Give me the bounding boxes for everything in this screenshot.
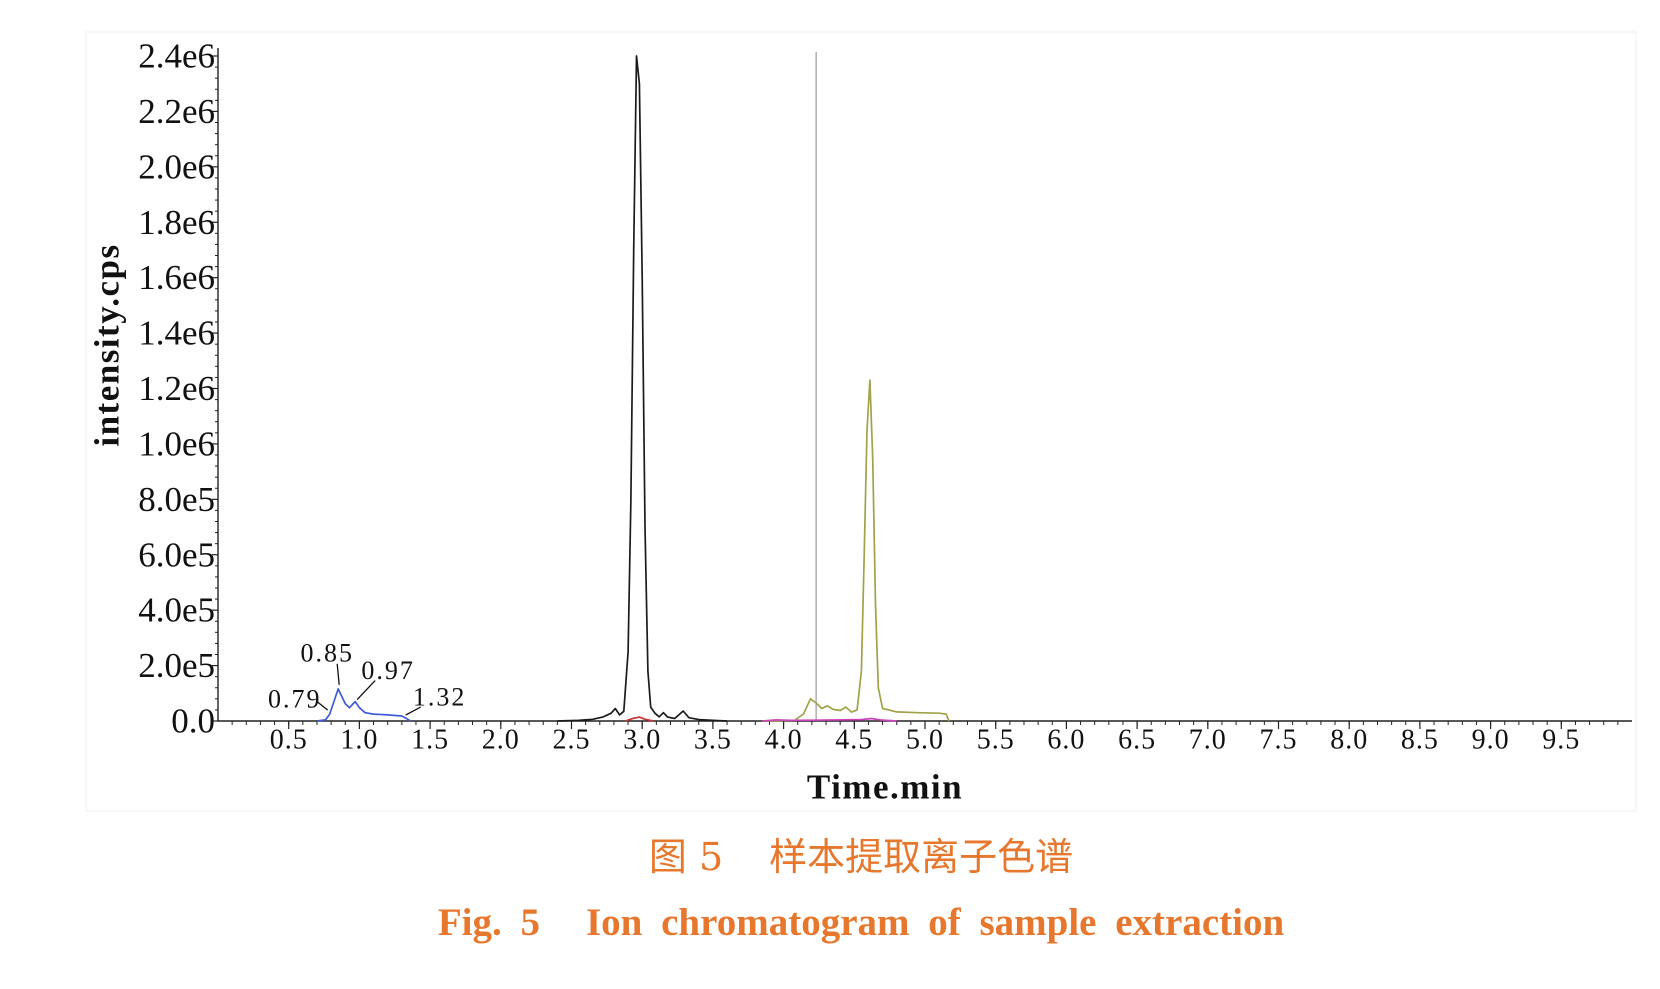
x-tick-label: 1.5 — [411, 725, 449, 756]
peak-annotation-label: 1.32 — [413, 683, 467, 712]
x-tick-label: 3.5 — [694, 725, 732, 756]
y-tick-label: 0.0 — [171, 702, 215, 741]
series-line-3 — [316, 688, 411, 722]
x-tick-label: 5.5 — [977, 725, 1015, 756]
y-tick-label: 1.0e6 — [138, 424, 215, 463]
x-tick-label: 2.0 — [482, 725, 520, 756]
y-tick-label: 2.4e6 — [138, 37, 215, 76]
caption-cn-title: 样本提取离子色谱 — [769, 835, 1074, 879]
peak-annotation-label: 0.79 — [268, 685, 322, 714]
peak-annotation-label: 0.85 — [300, 638, 354, 667]
x-tick-label: 3.0 — [623, 725, 661, 756]
x-tick-label: 7.0 — [1189, 725, 1227, 756]
series-line-1 — [557, 55, 728, 722]
caption-en-figure-number: Fig. 5 — [437, 901, 540, 944]
y-tick-label: 2.0e6 — [138, 147, 215, 186]
x-tick-label: 8.5 — [1401, 725, 1439, 756]
figure-caption-english: Fig. 5 Ion chromatogram of sample extract… — [86, 899, 1636, 947]
peak-annotation-leader — [405, 706, 421, 716]
x-axis-title: Time.min — [807, 768, 963, 807]
x-tick-label: 1.0 — [340, 725, 378, 756]
peak-annotation-leader — [317, 701, 329, 711]
series-line-2 — [762, 379, 950, 722]
x-tick-label: 7.5 — [1260, 725, 1298, 756]
series-line-4 — [762, 717, 897, 722]
axes-layer: 0.0 2.0e5 4.0e5 6.0e5 8.0e5 1.0e6 1.2e6 1.4e6 1.… — [138, 37, 1632, 756]
y-tick-label: 8.0e5 — [138, 480, 215, 519]
y-tick-label: 1.2e6 — [138, 369, 215, 408]
annotation-layer: 0.79 0.850.971.32 — [268, 638, 467, 716]
x-tick-label: 9.0 — [1472, 725, 1510, 756]
chart-frame — [85, 31, 1637, 812]
x-tick-label: 9.5 — [1542, 725, 1580, 756]
y-tick-label: 6.0e5 — [138, 535, 215, 574]
peak-annotation-leader — [356, 680, 376, 701]
x-tick-label: 6.5 — [1118, 725, 1156, 756]
y-tick-label: 2.0e5 — [138, 646, 215, 685]
peak-annotation-label: 0.97 — [361, 656, 415, 685]
x-tick-label: 5.0 — [906, 725, 944, 756]
x-tick-label: 0.5 — [270, 725, 308, 756]
caption-en-title: Ion chromatogram of sample extraction — [586, 901, 1285, 944]
x-tick-label: 4.5 — [835, 725, 873, 756]
x-tick-label: 8.0 — [1330, 725, 1368, 756]
caption-cn-figure-number: 图 5 — [648, 835, 724, 879]
x-tick-label: 4.0 — [765, 725, 803, 756]
y-tick-label: 4.0e5 — [138, 591, 215, 630]
y-tick-label: 1.4e6 — [138, 314, 215, 353]
x-tick-label: 6.0 — [1047, 725, 1085, 756]
series-layer — [316, 55, 950, 722]
y-axis-title: intensity.cps — [88, 243, 127, 446]
figure-caption-chinese: 图 5 样本提取离子色谱 — [86, 833, 1636, 881]
y-tick-label: 1.6e6 — [138, 258, 215, 297]
peak-annotation-leader — [336, 663, 340, 685]
y-tick-label: 1.8e6 — [138, 203, 215, 242]
y-tick-label: 2.2e6 — [138, 92, 215, 131]
series-line-5 — [624, 716, 654, 722]
x-tick-label: 2.5 — [553, 725, 591, 756]
